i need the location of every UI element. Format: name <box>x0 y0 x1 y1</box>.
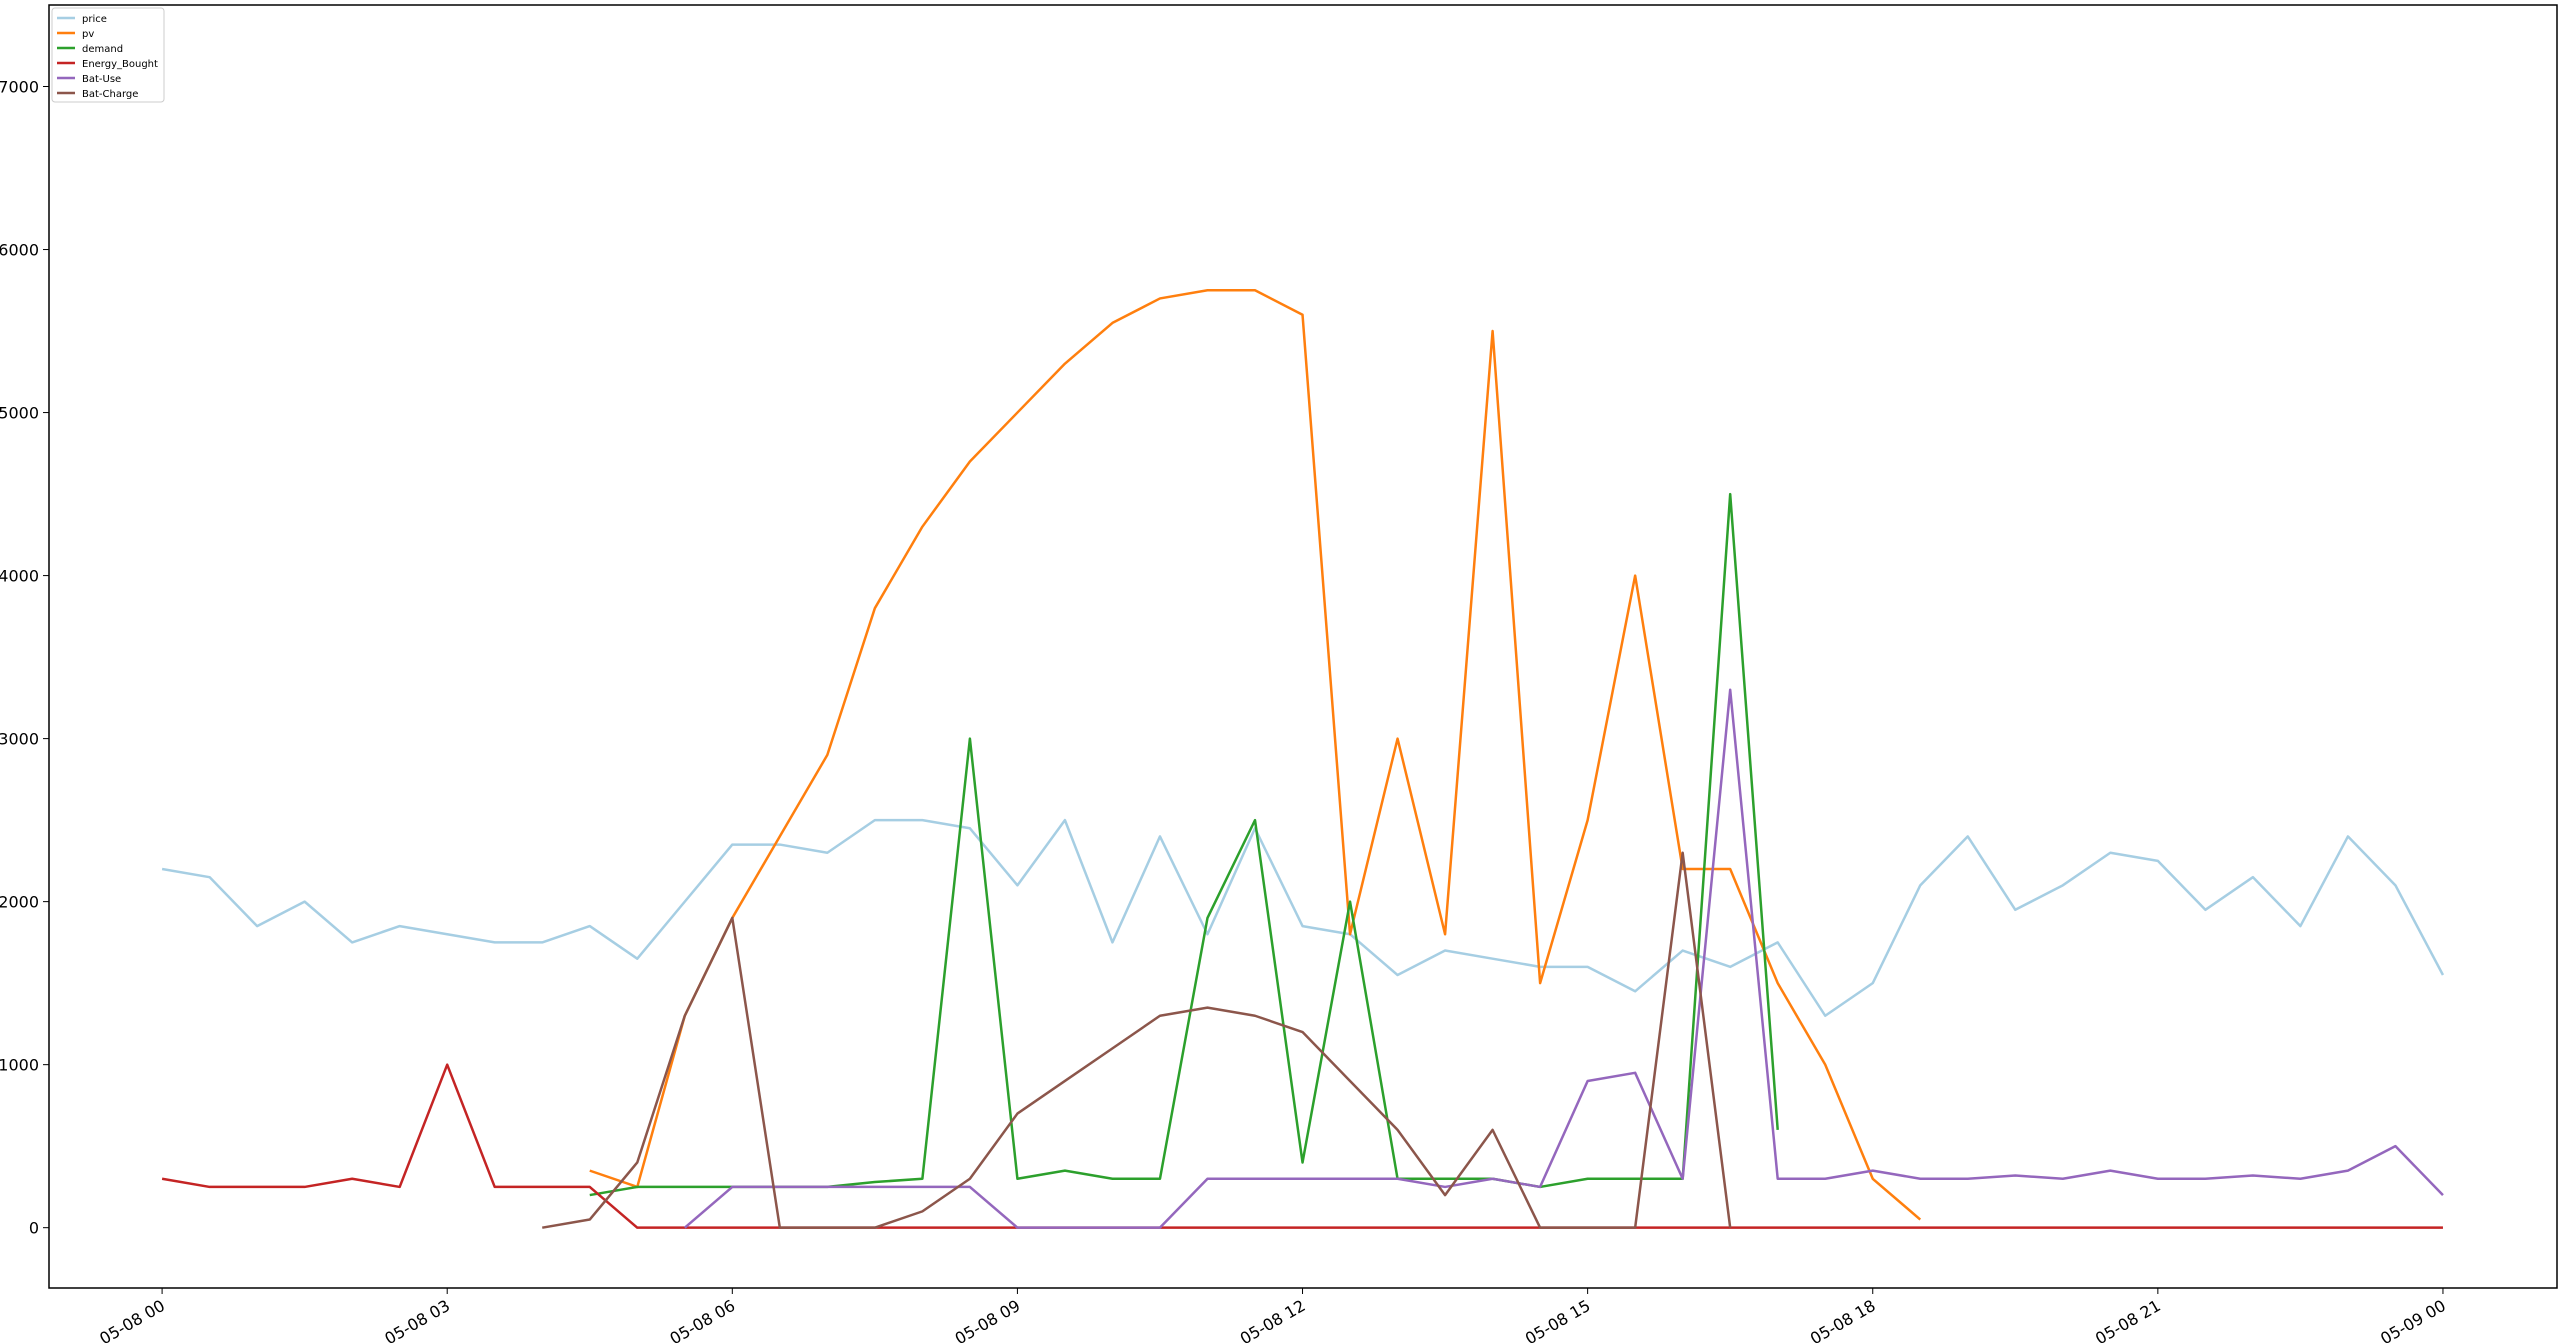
y-tick-label: 3000 <box>0 730 39 749</box>
x-tick-label: 05-08 18 <box>1807 1296 1879 1343</box>
y-tick-label: 0 <box>29 1219 39 1238</box>
y-tick-label: 1000 <box>0 1056 39 1075</box>
x-tick-label: 05-08 21 <box>2092 1296 2164 1343</box>
y-tick-label: 7000 <box>0 78 39 97</box>
legend-label: price <box>82 14 107 25</box>
series-line <box>589 289 1922 1221</box>
y-tick-label: 6000 <box>0 241 39 260</box>
legend-label: Bat-Use <box>82 74 121 85</box>
y-tick-label: 4000 <box>0 567 39 586</box>
x-tick-label: 05-08 12 <box>1237 1296 1309 1343</box>
y-tick-label: 5000 <box>0 404 39 423</box>
series-line <box>683 688 2444 1229</box>
plot-frame <box>48 4 2558 1289</box>
x-tick-label: 05-09 00 <box>2377 1296 2449 1343</box>
y-tick-label: 2000 <box>0 893 39 912</box>
x-tick-label: 05-08 15 <box>1522 1296 1594 1343</box>
legend-label: pv <box>82 29 94 40</box>
x-tick-label: 05-08 06 <box>667 1296 739 1343</box>
legend-label: demand <box>82 44 123 55</box>
legend-box <box>51 7 165 103</box>
x-tick-label: 05-08 00 <box>96 1296 168 1343</box>
legend: price pv demand Energy_Bought Bat-Use Bat-Cha… <box>51 7 165 103</box>
x-tick-label: 05-08 03 <box>381 1296 453 1343</box>
legend-label: Bat-Charge <box>82 89 138 100</box>
legend-label: Energy_Bought <box>82 59 158 70</box>
series-line <box>161 1063 2443 1229</box>
x-tick-label: 05-08 09 <box>952 1296 1024 1343</box>
series-line <box>161 818 2445 1017</box>
series-line <box>542 851 1732 1229</box>
